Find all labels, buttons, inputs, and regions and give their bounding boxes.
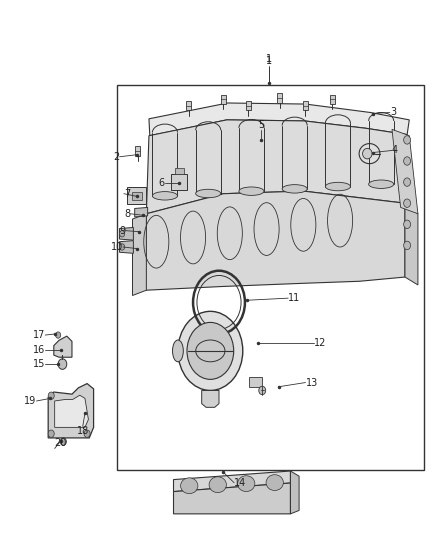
Polygon shape	[120, 241, 134, 253]
Ellipse shape	[152, 191, 177, 200]
Circle shape	[56, 332, 61, 338]
Bar	[249, 377, 262, 387]
Text: 16: 16	[33, 345, 45, 355]
Ellipse shape	[173, 340, 184, 362]
Bar	[132, 191, 142, 200]
Polygon shape	[133, 214, 146, 295]
Ellipse shape	[282, 184, 307, 193]
Text: 2: 2	[113, 152, 120, 162]
Text: 14: 14	[234, 478, 247, 488]
Circle shape	[187, 322, 234, 379]
Polygon shape	[145, 191, 405, 290]
Polygon shape	[202, 391, 219, 407]
Bar	[175, 168, 184, 174]
Circle shape	[58, 359, 67, 369]
Ellipse shape	[237, 476, 255, 491]
Circle shape	[60, 438, 66, 445]
Text: 19: 19	[24, 396, 36, 406]
Circle shape	[48, 430, 54, 438]
Bar	[171, 174, 187, 190]
Polygon shape	[120, 228, 134, 240]
Text: 11: 11	[288, 293, 300, 303]
Circle shape	[178, 311, 243, 391]
Circle shape	[404, 178, 410, 187]
Circle shape	[404, 241, 410, 249]
Ellipse shape	[325, 182, 350, 191]
Circle shape	[404, 199, 410, 207]
Text: 5: 5	[258, 120, 265, 131]
Ellipse shape	[209, 477, 226, 492]
Ellipse shape	[266, 475, 283, 490]
Polygon shape	[392, 130, 418, 214]
Polygon shape	[54, 336, 72, 357]
Text: 1: 1	[266, 54, 272, 64]
Text: 4: 4	[392, 146, 398, 156]
Ellipse shape	[239, 187, 264, 196]
Polygon shape	[149, 103, 409, 136]
Polygon shape	[134, 207, 148, 217]
Circle shape	[404, 220, 410, 229]
Polygon shape	[48, 384, 94, 438]
Bar	[277, 93, 282, 103]
Text: 8: 8	[124, 209, 131, 219]
Circle shape	[84, 430, 90, 438]
Bar	[117, 85, 424, 470]
Polygon shape	[290, 471, 299, 514]
Circle shape	[404, 136, 410, 144]
Circle shape	[48, 392, 54, 399]
Ellipse shape	[363, 148, 372, 159]
Ellipse shape	[369, 180, 394, 189]
Bar	[303, 101, 308, 110]
Polygon shape	[173, 471, 290, 491]
Circle shape	[120, 244, 125, 250]
Bar	[186, 101, 191, 110]
Polygon shape	[55, 395, 88, 427]
Text: 1: 1	[266, 56, 272, 66]
Bar	[221, 94, 226, 104]
Circle shape	[120, 231, 125, 237]
Polygon shape	[173, 483, 290, 514]
Text: 18: 18	[77, 426, 89, 437]
Ellipse shape	[180, 478, 198, 494]
Text: 10: 10	[111, 242, 123, 252]
Bar	[246, 101, 251, 110]
Circle shape	[404, 157, 410, 165]
Text: 9: 9	[119, 225, 125, 236]
Text: 20: 20	[55, 439, 67, 448]
Circle shape	[259, 386, 266, 394]
Bar	[330, 94, 335, 104]
Text: 7: 7	[124, 189, 130, 199]
Polygon shape	[405, 203, 418, 285]
Text: 15: 15	[33, 359, 45, 369]
Text: 3: 3	[390, 108, 396, 117]
Ellipse shape	[196, 189, 221, 198]
Polygon shape	[146, 120, 407, 214]
Text: 17: 17	[33, 330, 45, 340]
Bar	[127, 188, 146, 204]
Text: 6: 6	[159, 178, 165, 188]
Text: 13: 13	[305, 377, 318, 387]
Text: 12: 12	[314, 338, 326, 348]
Bar	[135, 146, 140, 156]
Ellipse shape	[359, 143, 380, 164]
